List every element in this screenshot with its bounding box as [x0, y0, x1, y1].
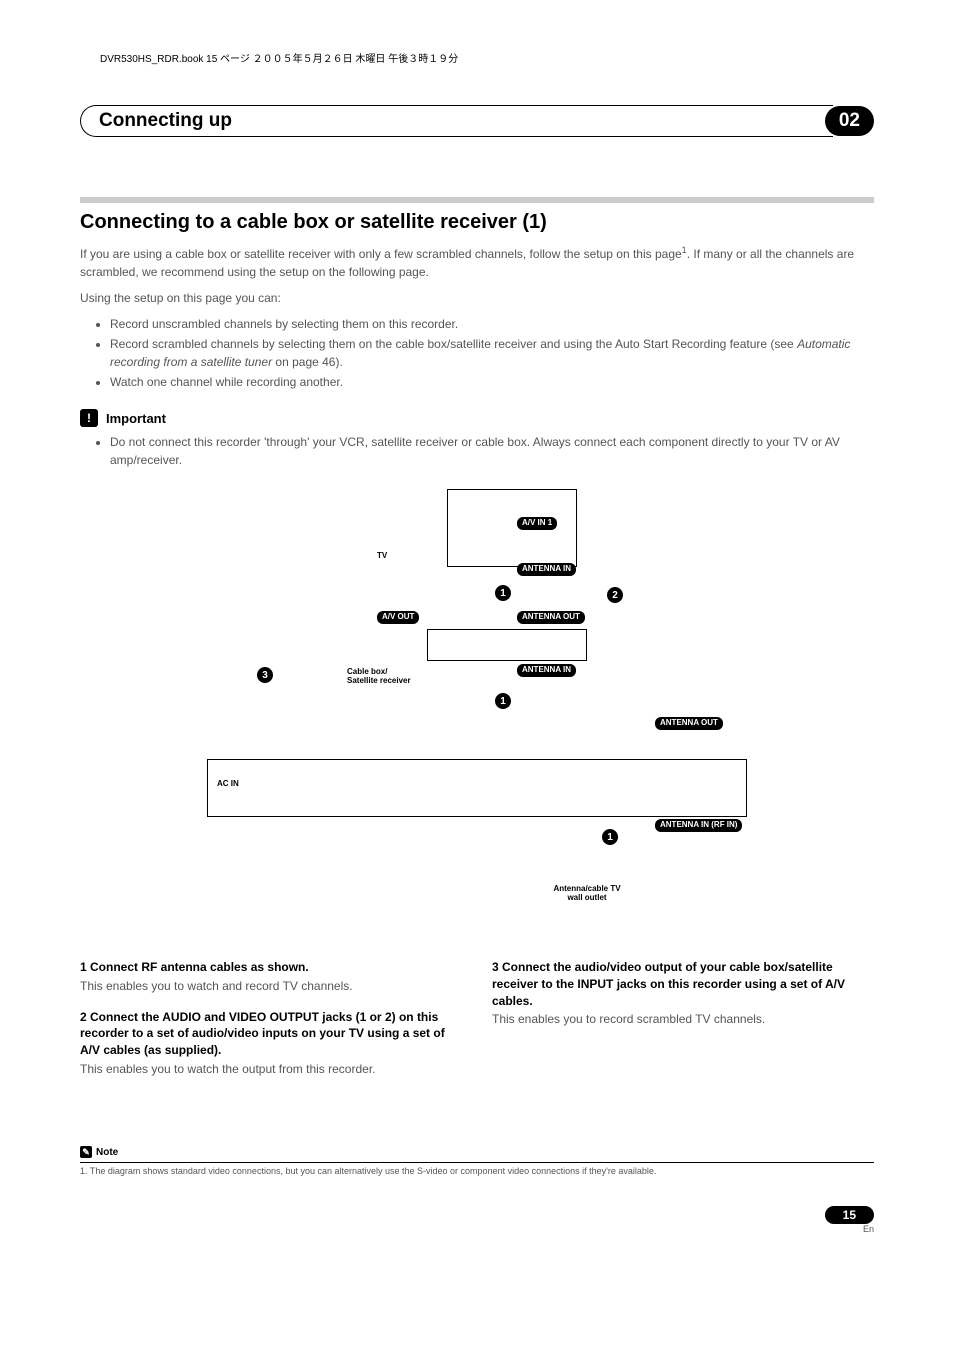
av-in-pill: A/V IN 1	[517, 517, 557, 530]
step-marker-1: 1	[495, 585, 511, 601]
section-title: Connecting up	[80, 105, 833, 137]
antenna-out-pill: ANTENNA OUT	[517, 611, 585, 624]
antenna-in-rf-pill: ANTENNA IN (RF IN)	[655, 819, 742, 832]
step-1-head: 1 Connect RF antenna cables as shown.	[80, 959, 462, 976]
intro-paragraph-2: Using the setup on this page you can:	[80, 289, 874, 307]
step-2-head: 2 Connect the AUDIO and VIDEO OUTPUT jac…	[80, 1009, 462, 1059]
important-text: Do not connect this recorder 'through' y…	[110, 433, 874, 469]
intro-text-a: If you are using a cable box or satellit…	[80, 247, 682, 261]
tv-label: TV	[377, 551, 387, 560]
connection-diagram: TV Cable box/ Satellite receiver AC IN A…	[207, 489, 747, 929]
bullet-text: Record scrambled channels by selecting t…	[110, 337, 797, 351]
step-marker-1: 1	[495, 693, 511, 709]
intro-paragraph-1: If you are using a cable box or satellit…	[80, 244, 874, 281]
bullet-item: Record scrambled channels by selecting t…	[110, 335, 874, 371]
important-row: ! Important	[80, 409, 874, 427]
page-footer: 15 En	[80, 1206, 874, 1234]
step-3-body: This enables you to record scrambled TV …	[492, 1011, 874, 1028]
steps-col-right: 3 Connect the audio/video output of your…	[492, 959, 874, 1092]
ac-in-label: AC IN	[217, 779, 239, 788]
divider	[80, 197, 874, 203]
bullet-list: Record unscrambled channels by selecting…	[80, 315, 874, 391]
important-label: Important	[106, 411, 166, 426]
step-marker-3: 3	[257, 667, 273, 683]
footnote-text: 1. The diagram shows standard video conn…	[80, 1166, 874, 1176]
antenna-in-pill-2: ANTENNA IN	[517, 664, 576, 677]
note-label: Note	[96, 1147, 118, 1158]
cablebox-device	[427, 629, 587, 661]
steps-columns: 1 Connect RF antenna cables as shown. Th…	[80, 959, 874, 1092]
note-block: ✎ Note 1. The diagram shows standard vid…	[80, 1142, 874, 1176]
bullet-item: Watch one channel while recording anothe…	[110, 373, 874, 391]
page: DVR530HS_RDR.book 15 ページ ２００５年５月２６日 木曜日 …	[0, 0, 954, 1294]
page-heading: Connecting to a cable box or satellite r…	[80, 211, 874, 234]
antenna-in-pill: ANTENNA IN	[517, 563, 576, 576]
step-1-body: This enables you to watch and record TV …	[80, 978, 462, 995]
page-lang: En	[825, 1224, 874, 1234]
section-header: Connecting up 02	[80, 105, 874, 137]
step-2-body: This enables you to watch the output fro…	[80, 1061, 462, 1078]
cablebox-label: Cable box/ Satellite receiver	[347, 667, 411, 685]
steps-col-left: 1 Connect RF antenna cables as shown. Th…	[80, 959, 462, 1092]
bullet-tail: on page 46).	[272, 355, 343, 369]
file-path-header: DVR530HS_RDR.book 15 ページ ２００５年５月２６日 木曜日 …	[100, 50, 874, 65]
recorder-device	[207, 759, 747, 817]
cropmark-icon	[928, 18, 954, 54]
step-marker-2: 2	[607, 587, 623, 603]
important-icon: !	[80, 409, 98, 427]
note-icon: ✎	[80, 1146, 92, 1158]
cropmark-icon	[0, 18, 26, 54]
av-out-pill: A/V OUT	[377, 611, 419, 624]
antenna-out-pill-2: ANTENNA OUT	[655, 717, 723, 730]
diagram-wrap: TV Cable box/ Satellite receiver AC IN A…	[80, 489, 874, 929]
step-3-head: 3 Connect the audio/video output of your…	[492, 959, 874, 1009]
page-number-badge: 15	[825, 1206, 874, 1224]
wall-outlet-caption: Antenna/cable TV wall outlet	[547, 884, 627, 902]
chapter-badge: 02	[825, 106, 874, 136]
tv-device	[447, 489, 577, 567]
step-marker-1: 1	[602, 829, 618, 845]
bullet-item: Record unscrambled channels by selecting…	[110, 315, 874, 333]
note-tag: ✎ Note	[80, 1146, 118, 1158]
important-list: Do not connect this recorder 'through' y…	[80, 433, 874, 469]
divider	[80, 1162, 874, 1163]
